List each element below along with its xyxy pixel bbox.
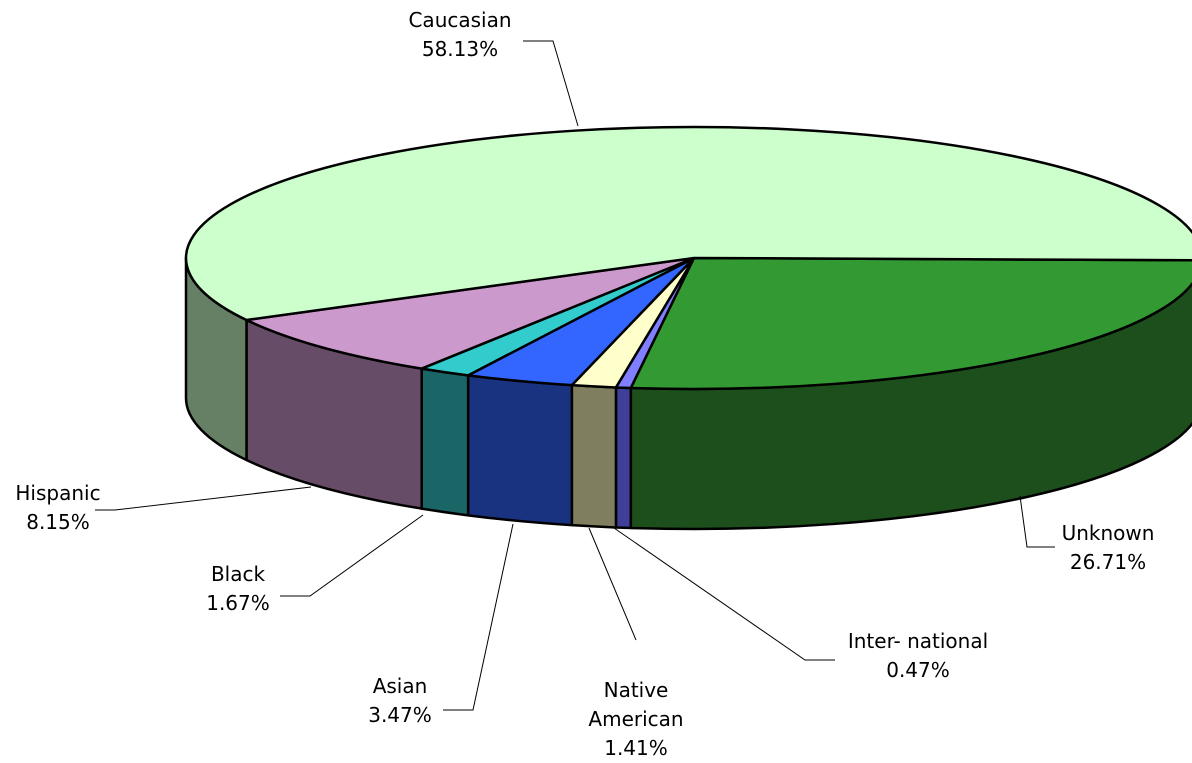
slice-side-asian <box>466 374 574 527</box>
slice-label-unknown: Unknown <box>1062 521 1155 545</box>
slice-label-native-american: Native <box>604 678 669 702</box>
slice-label-black: Black <box>211 562 266 586</box>
slice-caucasian <box>184 125 1192 322</box>
value-label-asian: 3.47% <box>368 703 432 727</box>
leader-line-caucasian <box>523 40 579 127</box>
value-label-inter-national: 0.47% <box>886 658 950 682</box>
value-label-native-american: 1.41% <box>604 736 668 760</box>
slice-label-hispanic: Hispanic <box>15 481 100 505</box>
leader-line-black <box>280 514 424 597</box>
leader-lines <box>95 40 1055 711</box>
slice-label-inter-national: Inter- national <box>848 629 988 653</box>
leader-line-asian <box>443 523 514 711</box>
slice-side-inter-national <box>614 386 633 530</box>
value-label-unknown: 26.71% <box>1070 550 1146 574</box>
leader-line-hispanic <box>95 486 312 511</box>
pie-sides <box>184 256 1192 531</box>
slice-label-caucasian: Caucasian <box>408 8 511 32</box>
slice-label-asian: Asian <box>373 674 428 698</box>
slice-labels: Unknown 26.71% Inter- national 0.47% Native A… <box>15 8 1154 760</box>
slice-unknown <box>629 256 1192 391</box>
value-label-caucasian: 58.13% <box>422 37 498 61</box>
slice-label-native-american: American <box>588 707 683 731</box>
value-label-hispanic: 8.15% <box>26 510 90 534</box>
slice-hispanic <box>245 256 696 370</box>
leader-line-unknown <box>1019 495 1055 548</box>
value-label-black: 1.67% <box>206 591 270 615</box>
slice-side-black <box>420 367 470 517</box>
leader-line-native-american <box>588 527 637 641</box>
slice-side-native-american <box>570 383 618 529</box>
pie-tops <box>184 125 1192 391</box>
leader-line-inter-national <box>613 527 835 661</box>
